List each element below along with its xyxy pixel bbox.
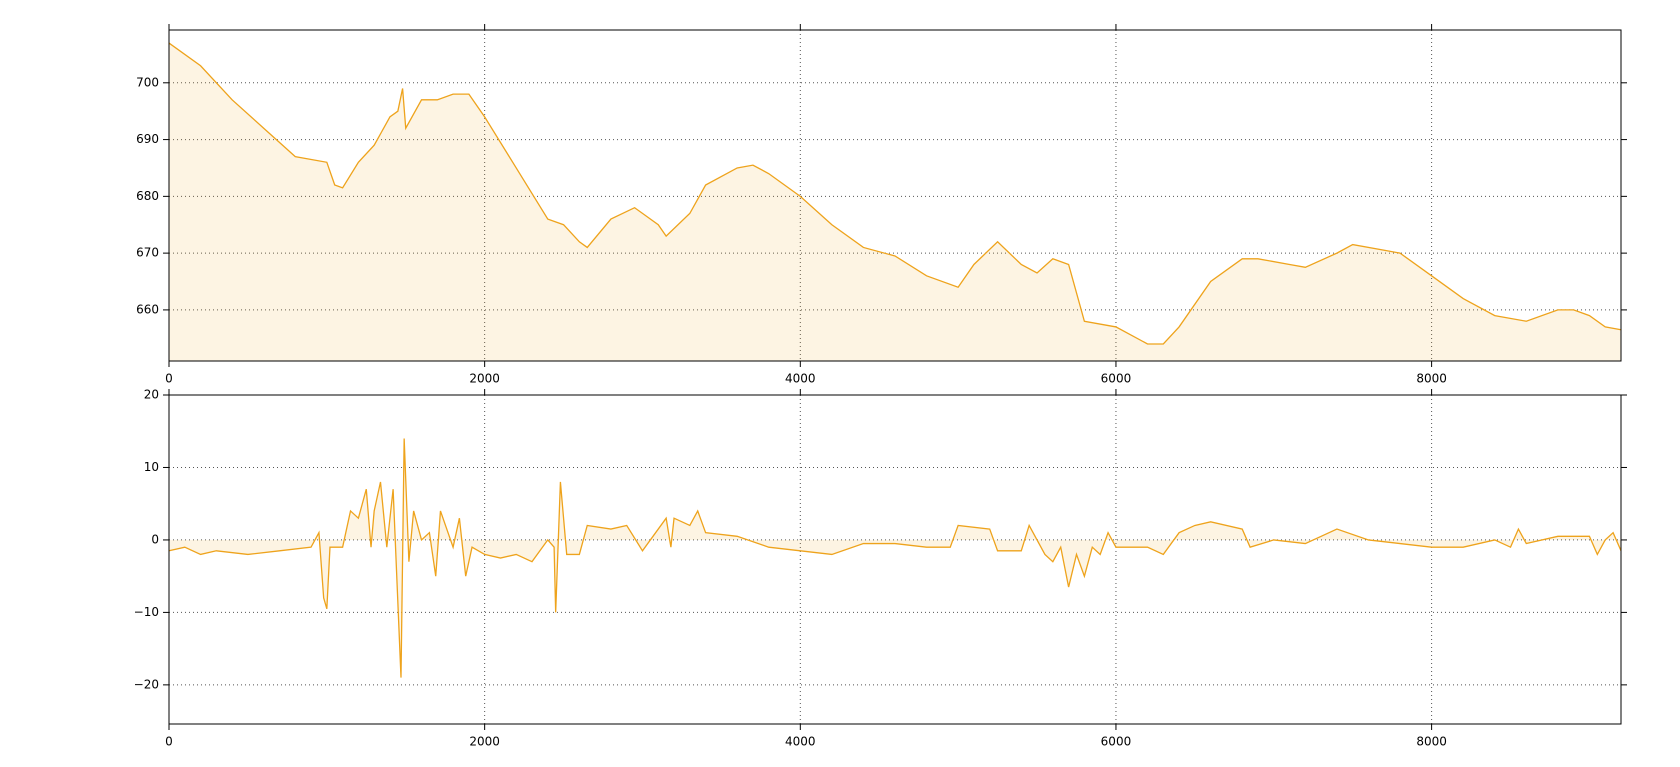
x-tick-label: 6000 (1101, 735, 1132, 749)
y-tick-label: 660 (136, 302, 159, 316)
y-tick-label: 0 (151, 532, 159, 546)
x-tick-label: 8000 (1416, 372, 1447, 386)
area-fill (169, 438, 1621, 678)
line (168, 438, 1622, 678)
y-tick-label: 670 (136, 246, 159, 260)
y-tick-label: −20 (134, 677, 159, 691)
y-tick-label: 680 (136, 189, 159, 203)
x-tick-label: 4000 (785, 372, 816, 386)
x-tick-label: 6000 (1101, 372, 1132, 386)
y-tick-label: −10 (134, 605, 159, 619)
axes-frame (168, 394, 1622, 725)
x-tick-label: 4000 (785, 735, 816, 749)
x-tick-label: 2000 (469, 372, 500, 386)
x-tick-label: 2000 (469, 735, 500, 749)
line (168, 42, 1622, 345)
x-tick-label: 8000 (1416, 735, 1447, 749)
y-tick-label: 700 (136, 75, 159, 89)
x-tick-label: 0 (165, 735, 173, 749)
y-tick-label: 10 (144, 460, 159, 474)
axes-frame (168, 29, 1622, 362)
x-tick-label: 0 (165, 372, 173, 386)
y-tick-label: 20 (144, 388, 159, 402)
y-tick-label: 690 (136, 132, 159, 146)
area-fill (169, 43, 1621, 362)
